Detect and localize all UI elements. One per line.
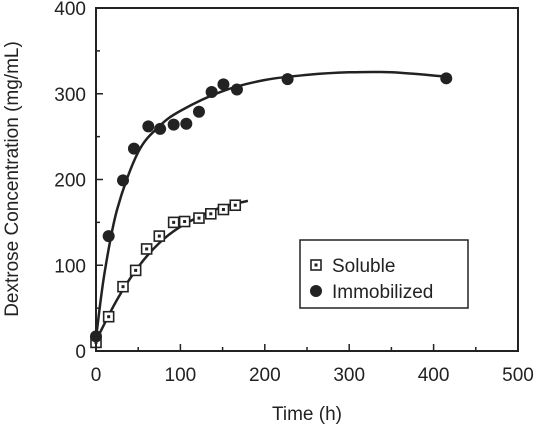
legend-symbol-soluble — [310, 259, 322, 271]
data-point-immobilized — [281, 73, 294, 86]
x-tick-label: 400 — [418, 365, 450, 386]
legend-marker-immobilized — [310, 285, 322, 297]
y-tick-label: 400 — [54, 0, 86, 20]
data-point-immobilized — [117, 174, 130, 187]
x-tick-label: 200 — [249, 365, 281, 386]
data-point-soluble — [129, 264, 142, 277]
data-point-immobilized — [102, 230, 115, 243]
legend-label-soluble: Soluble — [332, 256, 395, 277]
data-point-soluble — [204, 208, 217, 220]
data-point-immobilized — [205, 86, 218, 99]
y-tick-label: 100 — [54, 256, 86, 277]
x-tick-label: 500 — [502, 365, 534, 386]
data-point-immobilized — [167, 118, 180, 131]
legend-box — [299, 239, 469, 309]
legend-marker-soluble — [310, 259, 322, 271]
data-point-soluble — [153, 230, 166, 242]
y-tick-label: 0 — [75, 342, 86, 363]
y-tick-label: 200 — [54, 171, 86, 192]
x-tick-label: 100 — [165, 365, 197, 386]
tick-labels: 0 100 200 300 400 500 0 100 200 300 400 — [54, 0, 534, 386]
legend: Soluble Immobilized — [299, 239, 469, 309]
data-point-immobilized — [142, 120, 155, 133]
x-tick-label: 300 — [333, 365, 365, 386]
data-point-soluble — [167, 216, 180, 229]
data-point-soluble — [117, 280, 129, 293]
data-point-immobilized — [230, 83, 243, 96]
y-tick-label: 300 — [54, 85, 86, 106]
x-tick-label: 0 — [91, 365, 102, 386]
data-point-soluble — [102, 310, 115, 323]
data-point-immobilized — [440, 72, 453, 85]
data-point-soluble — [229, 199, 242, 212]
data-point-immobilized — [180, 117, 193, 130]
data-markers — [90, 72, 453, 349]
legend-label-immobilized: Immobilized — [332, 282, 433, 303]
data-point-immobilized — [192, 105, 205, 118]
data-point-soluble — [217, 203, 230, 216]
fit-curve-immobilized — [94, 70, 447, 339]
data-point-immobilized — [127, 142, 140, 155]
data-point-soluble — [193, 212, 205, 224]
x-axis-title: Time (h) — [272, 404, 342, 425]
data-point-soluble — [178, 215, 191, 228]
axis-ticks — [95, 7, 519, 352]
legend-symbol-immobilized — [310, 285, 322, 297]
data-point-immobilized — [154, 122, 167, 135]
data-point-soluble — [140, 243, 153, 255]
y-axis-title: Dextrose Concentration (mg/mL) — [2, 41, 23, 317]
data-point-immobilized — [217, 78, 230, 91]
